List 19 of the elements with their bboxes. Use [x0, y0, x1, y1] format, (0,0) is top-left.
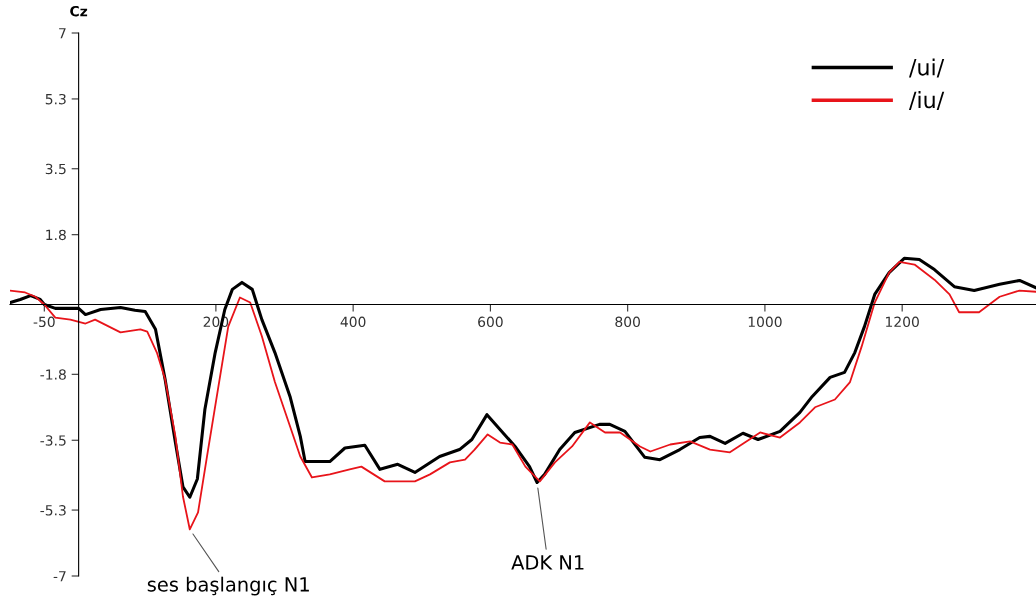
- x-tick-label: 1000: [748, 316, 782, 328]
- y-tick-label: -1.8: [40, 369, 66, 380]
- y-tick-label: -7: [53, 571, 66, 582]
- legend-label: /ui/: [908, 58, 945, 78]
- legend-label: /iu/: [908, 91, 945, 110]
- x-tick-label: 800: [615, 316, 640, 328]
- x-tick-label: 1200: [886, 316, 919, 328]
- y-tick-label: -3.5: [40, 435, 66, 446]
- y-tick-label: 7: [59, 28, 66, 39]
- x-tick-label: 600: [478, 316, 503, 328]
- y-axis-title: Cz: [70, 5, 88, 17]
- x-tick-label: 400: [340, 316, 366, 328]
- y-tick-label: 1.8: [46, 229, 66, 241]
- y-tick-label: -5.3: [40, 505, 66, 516]
- annotation: ADK N1: [511, 555, 584, 570]
- y-tick-label: 5.3: [45, 93, 66, 105]
- y-tick-label: 3.5: [45, 163, 66, 175]
- x-tick-label: -50: [33, 316, 55, 328]
- annotation: ses başlangıç N1: [147, 576, 309, 596]
